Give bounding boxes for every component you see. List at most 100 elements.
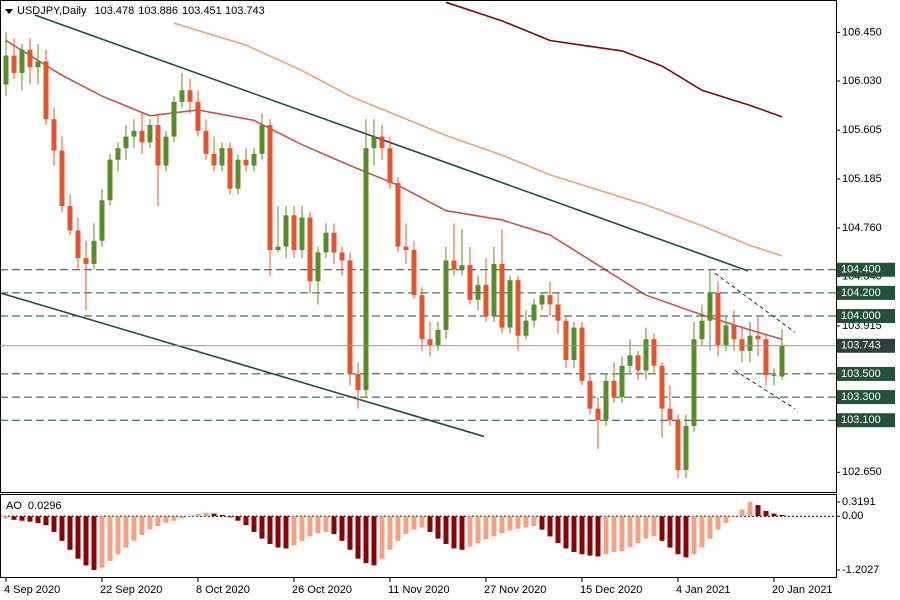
- ao-bar: [59, 516, 65, 541]
- y-tick-label: 105.605: [842, 124, 882, 136]
- level-label-box: [837, 285, 895, 300]
- ao-bar: [139, 516, 145, 536]
- channel-line: [734, 370, 796, 410]
- candle-body: [99, 200, 105, 241]
- ao-bar: [171, 516, 177, 521]
- ao-bar: [755, 505, 761, 517]
- x-tick-label: 26 Oct 2020: [292, 584, 352, 596]
- candle-body: [163, 136, 169, 166]
- ao-bar: [259, 516, 265, 539]
- ao-bar: [227, 516, 233, 518]
- ao-bar: [75, 516, 81, 559]
- ao-bar: [651, 516, 657, 537]
- ao-bar: [643, 516, 649, 539]
- candle-body: [67, 206, 73, 231]
- ao-bar: [611, 516, 617, 553]
- x-tick-label: 22 Sep 2020: [100, 584, 162, 596]
- x-tick-label: 11 Nov 2020: [388, 584, 450, 596]
- candle-body: [435, 329, 441, 345]
- ao-bar: [459, 516, 465, 550]
- candle-body: [3, 55, 9, 85]
- candle-body: [467, 265, 473, 300]
- candle-body: [203, 130, 209, 154]
- candle-body: [547, 295, 553, 305]
- candle-body: [147, 125, 153, 143]
- ao-bar: [667, 516, 673, 548]
- candle-body: [187, 90, 193, 102]
- candle-body: [379, 136, 385, 149]
- candle-body: [211, 153, 217, 166]
- candle-body: [499, 263, 505, 328]
- ao-bar: [387, 516, 393, 550]
- ao-bar: [699, 516, 705, 548]
- ao-bar: [27, 516, 33, 522]
- candle-body: [363, 148, 369, 391]
- x-tick-label: 20 Jan 2021: [772, 584, 833, 596]
- ao-bar: [299, 516, 305, 541]
- ao-bar: [43, 516, 49, 526]
- candle-body: [411, 250, 417, 296]
- ao-bar: [331, 516, 337, 535]
- ao-bar: [763, 510, 769, 517]
- ao-bar: [179, 516, 185, 519]
- level-label: 103.300: [841, 391, 881, 403]
- ao-bar: [731, 516, 737, 518]
- candle-body: [419, 295, 425, 340]
- candle-body: [83, 258, 89, 264]
- candle-body: [75, 230, 81, 259]
- ao-title: AO 0.0296: [6, 500, 62, 512]
- candle-body: [707, 292, 713, 321]
- symbol-title: USDJPY,Daily 103.478 103.886 103.451 103.743: [17, 5, 265, 17]
- candle-body: [531, 304, 537, 321]
- ao-bar: [443, 516, 449, 544]
- candle-body: [763, 339, 769, 376]
- candle-body: [539, 295, 545, 305]
- ao-bar: [35, 516, 41, 523]
- level-label: 104.400: [841, 264, 881, 276]
- candle-body: [11, 55, 17, 73]
- ao-bar: [91, 516, 97, 570]
- last-close: 103.743: [225, 5, 265, 17]
- candle-body: [723, 325, 729, 345]
- ao-bar: [211, 513, 217, 517]
- ao-bar: [363, 516, 369, 564]
- candle-body: [315, 252, 321, 282]
- candle-body: [267, 125, 273, 251]
- y-tick-label: 105.185: [842, 173, 882, 185]
- ao-bar: [163, 516, 169, 523]
- candle-body: [627, 355, 633, 366]
- level-label: 103.100: [841, 414, 881, 426]
- overlay-line: [445, 1, 783, 118]
- candle-body: [339, 252, 345, 261]
- candle-body: [507, 280, 513, 328]
- y-tick-label: 104.760: [842, 222, 882, 234]
- ao-bar: [579, 516, 585, 555]
- ao-bar: [355, 516, 361, 559]
- candle-body: [475, 284, 481, 300]
- ao-bar: [19, 516, 25, 521]
- candle-body: [243, 159, 249, 166]
- ao-bar: [67, 516, 73, 550]
- menu-arrow[interactable]: [5, 9, 13, 14]
- candle-body: [451, 260, 457, 270]
- ao-bar: [339, 516, 345, 541]
- level-label: 104.200: [841, 287, 881, 299]
- ao-bar: [291, 516, 297, 546]
- ao-y-tick-label: 0.3191: [842, 496, 876, 508]
- x-tick-label: 4 Sep 2020: [4, 584, 60, 596]
- candle-body: [115, 148, 121, 160]
- ao-bar: [531, 516, 537, 527]
- price-label-box: [837, 338, 895, 353]
- ao-bar: [515, 516, 521, 529]
- candle-body: [59, 150, 65, 207]
- candle-body: [483, 284, 489, 317]
- candle-body: [219, 148, 225, 166]
- ao-bar: [83, 516, 89, 566]
- ao-bar: [283, 516, 289, 549]
- ao-bar: [243, 516, 249, 526]
- ao-bar: [123, 516, 129, 548]
- candle-body: [443, 260, 449, 330]
- level-label-box: [837, 262, 895, 277]
- candle-body: [491, 263, 497, 317]
- ao-bar: [723, 516, 729, 523]
